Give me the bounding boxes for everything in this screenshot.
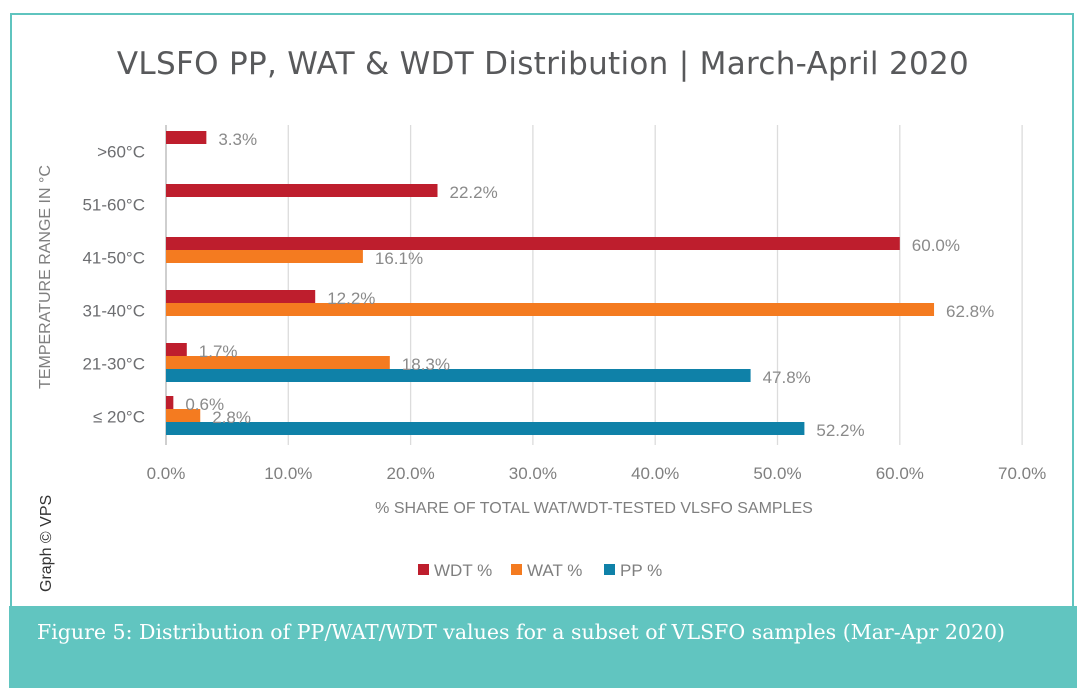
bar-wdt [166,290,316,303]
legend-label: PP % [620,561,662,580]
y-axis-title: TEMPERATURE RANGE IN °C [37,165,54,389]
x-tick-label: 40.0% [631,464,679,483]
chart-title: VLSFO PP, WAT & WDT Distribution | March… [116,46,970,82]
x-tick-label: 30.0% [509,464,557,483]
data-label: 52.2% [816,421,864,440]
data-label: 2.8% [212,408,251,427]
category-label: 21-30°C [82,355,145,374]
gridlines [165,125,1023,445]
x-axis-title: % SHARE OF TOTAL WAT/WDT-TESTED VLSFO SA… [375,500,813,517]
legend-label: WDT % [434,561,492,580]
x-tick-labels: 0.0% 10.0% 20.0% 30.0% 40.0% 50.0% 60.0% 70.0% [147,464,1047,483]
data-label: 60.0% [912,236,960,255]
data-label: 3.3% [218,130,257,149]
legend-label: WAT % [527,561,582,580]
x-tick-label: 60.0% [876,464,924,483]
bar-wat [166,250,363,263]
category-labels: >60°C 51-60°C 41-50°C 31-40°C 21-30°C ≤ 20°C [82,143,145,427]
data-label: 18.3% [402,355,450,374]
bar-wdt [166,131,207,144]
legend-swatch [418,564,429,575]
category-label: >60°C [97,143,145,162]
graph-credit: Graph © VPS [38,494,55,592]
data-label: 47.8% [763,368,811,387]
bar-wdt [166,343,187,356]
figure-caption: Figure 5: Distribution of PP/WAT/WDT val… [9,606,1077,688]
category-label: 51-60°C [82,196,145,215]
x-tick-label: 10.0% [264,464,312,483]
bar-wat [166,356,390,369]
data-label: 1.7% [199,342,238,361]
bar-wdt [166,184,438,197]
legend-swatch [511,564,522,575]
x-tick-label: 0.0% [147,464,186,483]
data-label: 62.8% [946,302,994,321]
x-tick-label: 70.0% [998,464,1046,483]
bar-wdt [166,237,900,250]
data-label: 16.1% [375,249,423,268]
bar-pp [166,422,805,435]
bars [166,131,935,435]
data-labels: 3.3% 22.2% 60.0% 16.1% 12.2% 62.8% 1.7% 18.3% 47… [185,130,994,440]
data-label: 12.2% [327,289,375,308]
bar-pp [166,369,751,382]
x-tick-label: 20.0% [386,464,434,483]
bar-wat [166,303,935,316]
data-label: 22.2% [450,183,498,202]
bar-wat [166,409,201,422]
data-label: 0.6% [185,395,224,414]
category-label: ≤ 20°C [93,408,145,427]
bar-wdt [166,396,174,409]
legend-swatch [604,564,615,575]
x-tick-label: 50.0% [753,464,801,483]
legend: WDT % WAT % PP % [418,561,662,580]
bar-chart: 3.3% 22.2% 60.0% 16.1% 12.2% 62.8% 1.7% 18.3% 47… [37,125,1047,580]
category-label: 41-50°C [82,249,145,268]
category-label: 31-40°C [82,302,145,321]
